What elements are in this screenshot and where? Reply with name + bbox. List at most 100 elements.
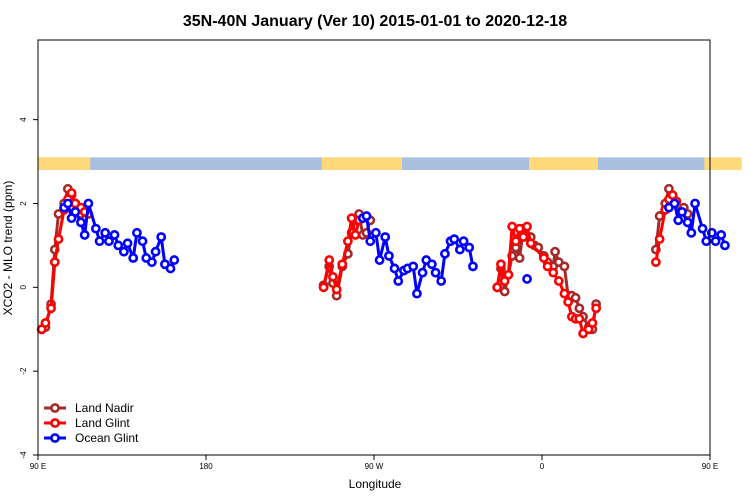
data-point <box>417 267 428 278</box>
data-point <box>518 232 529 242</box>
data-point <box>40 318 51 328</box>
y-tick-label: 4 <box>19 117 28 122</box>
data-point <box>389 263 400 274</box>
data-point <box>525 238 536 249</box>
data-point <box>365 236 376 247</box>
land-segment <box>321 157 402 170</box>
y-tick-label: 2 <box>19 201 28 206</box>
legend-marker <box>50 433 60 443</box>
x-tick-label: 90 E <box>702 462 718 471</box>
data-point <box>507 221 518 232</box>
data-point <box>169 255 180 265</box>
data-point <box>118 246 129 257</box>
data-point <box>570 292 581 303</box>
x-axis-label: Longitude <box>349 477 402 491</box>
series-ocean-glint <box>59 198 730 299</box>
y-tick-label: -2 <box>19 367 28 375</box>
data-point <box>62 198 73 209</box>
x-axis: 90 E 180 90 W 0 90 E <box>30 455 718 471</box>
land-mask <box>38 157 742 170</box>
data-point <box>496 259 506 270</box>
data-point <box>720 240 730 251</box>
y-axis: -4 -2 0 2 4 <box>19 117 38 459</box>
data-point <box>412 288 422 299</box>
data-point <box>587 318 598 328</box>
data-point <box>156 232 167 242</box>
data-point <box>350 230 361 240</box>
data-point <box>165 263 176 274</box>
data-point <box>468 261 478 272</box>
data-point <box>374 255 385 265</box>
data-point <box>361 211 372 221</box>
data-point <box>677 206 687 217</box>
data-point <box>380 232 391 242</box>
data-point <box>710 236 721 247</box>
data-point <box>454 244 465 255</box>
data-point <box>318 282 329 293</box>
data-point <box>346 213 357 224</box>
data-point <box>464 242 475 253</box>
data-point <box>436 276 447 286</box>
data-point <box>650 257 661 268</box>
data-point <box>499 286 510 297</box>
plot-frame <box>37 39 711 456</box>
data-point <box>100 227 111 238</box>
data-point <box>550 246 560 257</box>
data-point <box>503 269 514 280</box>
data-point <box>328 271 338 282</box>
data-point <box>686 227 697 238</box>
data-point <box>563 297 574 307</box>
data-point <box>559 288 570 299</box>
data-point <box>430 267 441 278</box>
x-tick-label: 90 E <box>30 462 46 471</box>
y-axis-label: XCO2 - MLO trend (ppm) <box>1 181 15 316</box>
data-point <box>113 240 124 251</box>
data-point <box>109 230 120 240</box>
data-point <box>122 238 133 249</box>
data-point <box>682 217 693 228</box>
data-point <box>384 250 394 261</box>
legend-marker <box>50 418 60 428</box>
land-segment <box>704 157 742 170</box>
data-point <box>510 236 521 247</box>
data-point <box>690 198 700 209</box>
data-point <box>697 223 708 234</box>
data-point <box>70 206 81 217</box>
data-point <box>128 253 139 263</box>
x-tick-label: 180 <box>199 462 213 471</box>
data-point <box>514 223 525 234</box>
data-point <box>716 230 727 240</box>
series-line <box>322 216 364 291</box>
x-tick-label: 0 <box>540 462 545 471</box>
data-point <box>492 282 503 293</box>
data-point <box>408 261 419 272</box>
land-segment <box>570 157 598 170</box>
data-point <box>701 236 712 247</box>
data-point <box>458 236 469 247</box>
data-point <box>591 303 602 314</box>
legend-label: Land Nadir <box>75 401 134 415</box>
land-segment <box>38 157 91 170</box>
y-tick-label: 0 <box>19 285 28 290</box>
data-point <box>146 257 157 268</box>
data-point <box>83 198 94 209</box>
data-point <box>548 267 559 278</box>
data-point <box>553 276 564 286</box>
data-point <box>449 234 460 245</box>
data-point <box>522 274 532 284</box>
y-tick-label: -4 <box>19 451 28 459</box>
data-point <box>514 253 525 263</box>
data-point <box>324 255 335 265</box>
data-point <box>669 198 680 209</box>
data-point <box>706 227 717 238</box>
series-group <box>36 183 730 339</box>
data-point <box>337 259 348 270</box>
data-point <box>150 246 161 257</box>
chart-title: 35N-40N January (Ver 10) 2015-01-01 to 2… <box>183 13 567 30</box>
data-point <box>76 217 86 228</box>
data-point <box>370 227 381 238</box>
data-point <box>90 223 101 234</box>
data-point <box>559 261 570 272</box>
